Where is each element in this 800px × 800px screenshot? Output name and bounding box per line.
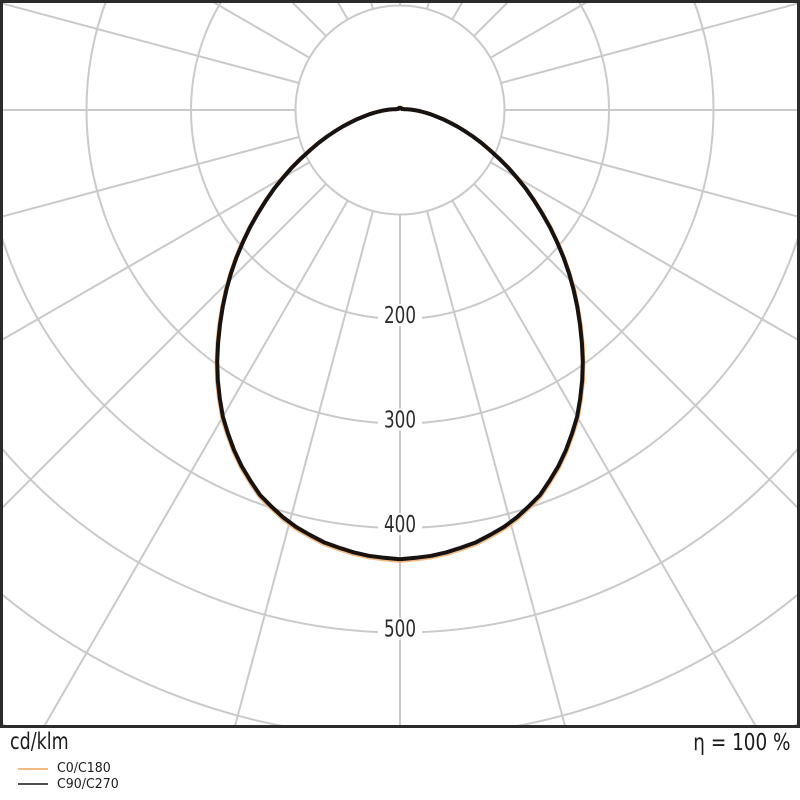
grid-spoke-285: [0, 136, 300, 219]
legend-item-label: C0/C180: [57, 760, 111, 776]
legend: C0/C180 C90/C270: [18, 761, 123, 792]
grid-spoke-255: [0, 1, 300, 84]
ring-label-box-500: [378, 617, 422, 640]
grid-spoke-120: [489, 0, 593, 59]
grid-spoke-345: [233, 210, 374, 728]
ring-label-box-300: [378, 408, 422, 431]
grid-spoke-75: [500, 136, 800, 219]
chart-footer: cd/klm η = 100 % C0/C180 C90/C270: [0, 728, 800, 800]
legend-item: C0/C180: [18, 761, 123, 777]
grid-spoke-105: [500, 1, 800, 84]
grid-spoke-30: [451, 200, 758, 728]
polar-photometric-chart: 200 300 400 500: [0, 0, 800, 728]
grid-spoke-45: [473, 183, 800, 512]
ring-label-box-400: [378, 513, 422, 535]
ring-label-400: 400: [384, 512, 416, 538]
legend-item: C90/C270: [18, 777, 123, 793]
plot-frame: [0, 0, 800, 728]
legend-line-sample: [18, 783, 48, 786]
efficiency-label: η = 100 %: [693, 730, 791, 756]
grid-spoke-315: [0, 183, 327, 512]
ring-label-box-200: [378, 304, 422, 326]
grid-spoke-240: [207, 0, 310, 59]
grid-ring-100: [294, 4, 506, 216]
ring-label-300: 300: [384, 408, 416, 434]
grid-spoke-330: [42, 200, 349, 728]
unit-label: cd/klm: [10, 729, 69, 755]
grid-spoke-135: [473, 0, 512, 37]
legend-item-label: C90/C270: [57, 775, 119, 792]
grid-spoke-300: [0, 161, 310, 343]
grid-spoke-225: [288, 0, 327, 37]
curve-c90-c270: [215, 105, 585, 562]
ring-label-200: 200: [384, 303, 416, 329]
grid-spoke-60: [490, 161, 800, 343]
ring-label-500: 500: [384, 617, 416, 643]
legend-line-sample: [18, 767, 48, 770]
grid-spoke-15: [426, 210, 567, 728]
